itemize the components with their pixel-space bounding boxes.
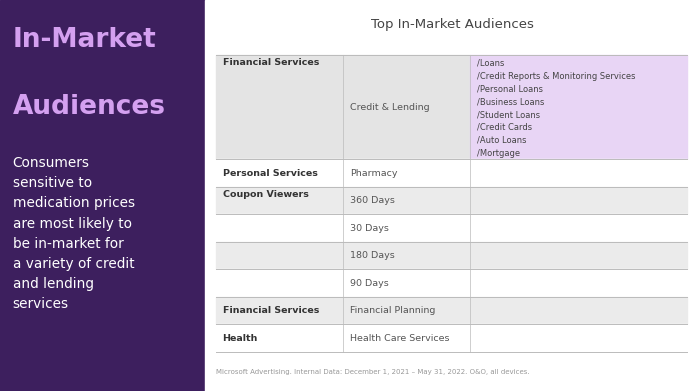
Bar: [205, 0, 700, 391]
Text: 90 Days: 90 Days: [350, 279, 389, 288]
Bar: [470, 269, 687, 297]
Bar: [343, 55, 470, 159]
Bar: [343, 242, 470, 269]
Text: Health Care Services: Health Care Services: [350, 334, 449, 343]
Bar: [216, 187, 343, 214]
Text: 180 Days: 180 Days: [350, 251, 395, 260]
Text: Top In-Market Audiences: Top In-Market Audiences: [371, 18, 534, 30]
Bar: [470, 297, 687, 325]
Bar: [216, 55, 343, 159]
Bar: [216, 242, 343, 269]
Text: Pharmacy: Pharmacy: [350, 169, 398, 178]
Text: 360 Days: 360 Days: [350, 196, 395, 205]
Text: In-Market: In-Market: [13, 27, 156, 53]
Bar: [470, 214, 687, 242]
Text: Financial Services: Financial Services: [223, 306, 319, 315]
Text: Microsoft Advertising. Internal Data: December 1, 2021 – May 31, 2022. O&O, all : Microsoft Advertising. Internal Data: De…: [216, 369, 529, 375]
Bar: [470, 325, 687, 352]
Text: Personal Services: Personal Services: [223, 169, 318, 178]
Text: 30 Days: 30 Days: [350, 224, 389, 233]
Bar: [216, 297, 343, 325]
Bar: [343, 159, 470, 187]
Bar: [0, 0, 205, 391]
Text: Coupon Viewers: Coupon Viewers: [223, 190, 309, 199]
Bar: [216, 269, 343, 297]
Text: Credit & Lending: Credit & Lending: [350, 102, 430, 111]
Bar: [343, 325, 470, 352]
Text: Financial Services: Financial Services: [223, 58, 319, 67]
Bar: [470, 187, 687, 214]
Bar: [343, 269, 470, 297]
Bar: [343, 187, 470, 214]
Bar: [470, 159, 687, 187]
Bar: [216, 159, 343, 187]
Bar: [216, 214, 343, 242]
Text: Consumers
sensitive to
medication prices
are most likely to
be in-market for
a v: Consumers sensitive to medication prices…: [13, 156, 134, 311]
Bar: [470, 55, 687, 159]
Bar: [343, 297, 470, 325]
Text: Health: Health: [223, 334, 258, 343]
Bar: [216, 325, 343, 352]
Bar: [470, 242, 687, 269]
Text: Financial Planning: Financial Planning: [350, 306, 435, 315]
Bar: [343, 214, 470, 242]
Text: Audiences: Audiences: [13, 94, 166, 120]
Text: /Loans
/Credit Reports & Monitoring Services
/Personal Loans
/Business Loans
/St: /Loans /Credit Reports & Monitoring Serv…: [477, 59, 636, 158]
